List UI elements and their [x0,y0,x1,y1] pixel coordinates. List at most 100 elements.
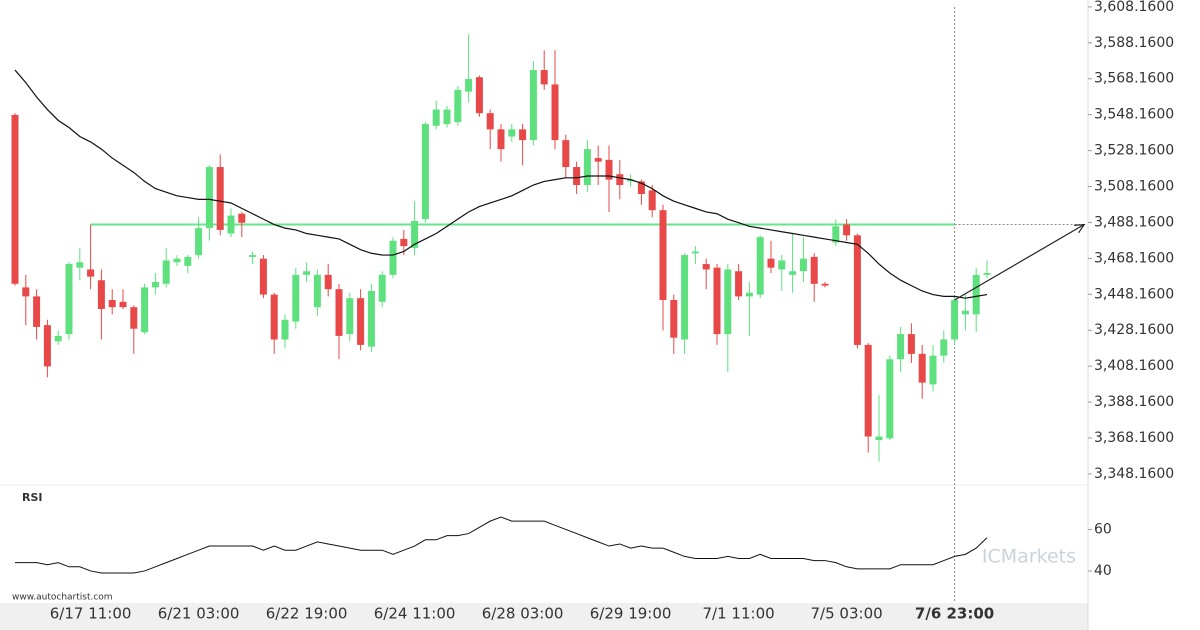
x-tick-label: 6/21 03:00 [158,605,240,623]
y-tick-label: 3,388.1600 [1094,394,1174,410]
candle-body [421,123,429,220]
candle-body [173,258,181,263]
y-tick-label: 3,448.1600 [1094,286,1174,302]
candle-body [799,258,807,272]
candle-body [335,289,343,336]
projection-arrow [954,224,1085,301]
candle-body [432,109,440,126]
watermark: ICMarkets [982,546,1076,568]
candle-body [789,271,797,275]
candle-body [303,271,311,275]
candle-body [659,210,667,300]
candle-body [508,129,516,137]
rsi-tick-label: 40 [1094,563,1112,579]
candle-body [519,129,527,141]
candle-body [907,334,915,354]
y-tick-label: 3,428.1600 [1094,322,1174,338]
candle-body [540,70,548,85]
candle-body [151,282,159,288]
candle-body [573,167,581,186]
y-tick-label: 3,488.1600 [1094,214,1174,230]
candle-body [691,251,699,254]
candle-body [130,307,138,329]
candle-body [367,291,375,347]
candle-body [97,280,105,309]
y-tick-label: 3,508.1600 [1094,179,1174,195]
candle-body [594,158,602,162]
candle-body [529,70,537,141]
candle-body [735,271,743,297]
candle-body [184,256,192,266]
y-tick-label: 3,588.1600 [1094,35,1174,51]
moving-average [14,69,988,299]
candle-body [281,319,289,340]
candle-body [411,220,419,248]
candle-body [454,89,462,123]
x-tick-label: 6/24 11:00 [374,605,456,623]
candle-body [821,283,829,286]
candle-body [929,355,937,385]
y-tick-label: 3,568.1600 [1094,71,1174,87]
candle-body [313,274,321,308]
candle-body [443,109,451,124]
candle-body [681,255,689,340]
rsi-label: RSI [22,491,43,504]
candle-body [22,287,30,297]
x-tick-label: 6/17 11:00 [50,605,132,623]
y-tick-label: 3,468.1600 [1094,250,1174,266]
candle-body [162,260,170,284]
y-tick-label: 3,528.1600 [1094,143,1174,159]
x-tick-label: 6/29 19:00 [590,605,672,623]
candle-body [324,274,332,290]
candle-body [87,269,95,277]
candle-body [227,215,235,234]
x-tick-label: 7/1 11:00 [703,605,775,623]
candle-body [875,436,883,441]
candle-body [843,224,851,236]
candle-body [292,274,300,322]
rsi-tick-label: 60 [1094,521,1112,537]
candle-body [216,167,224,230]
candle-body [33,296,41,327]
x-tick-label: 7/5 03:00 [811,605,883,623]
candle-body [961,310,969,315]
y-tick-label: 3,348.1600 [1094,466,1174,482]
candle-body [897,334,905,360]
candle-body [605,159,613,180]
candle-body [270,294,278,340]
candle-body [378,274,386,302]
source: www.autochartist.com [12,593,113,603]
candle-body [465,79,473,92]
candle-body [108,299,116,308]
candle-body [616,174,624,186]
candle-body [853,235,861,345]
candle-body [389,240,397,275]
candle-body [141,287,149,333]
candle-body [497,129,505,150]
candle-body [551,84,559,141]
candle-body [745,292,753,297]
candle-body [346,298,354,335]
candle-body [249,255,257,257]
candle-body [810,256,818,284]
candle-body [627,179,635,182]
arrow-head [1074,223,1086,234]
candle-body [713,267,721,335]
x-tick-label: 6/22 19:00 [266,605,348,623]
candle-body [486,113,494,130]
candle-body [918,353,926,383]
candle-body [119,301,127,308]
candle-body [670,299,678,338]
y-tick-label: 3,608.1600 [1094,0,1174,15]
candle-body [951,299,959,340]
candle-body [832,226,840,243]
x-axis-band [0,603,1088,630]
candle-body [767,258,775,268]
y-tick-label: 3,408.1600 [1094,358,1174,374]
candle-body [637,181,645,194]
candle-body [259,258,267,295]
candle-body [195,228,203,256]
x-tick-label: 6/28 03:00 [482,605,564,623]
